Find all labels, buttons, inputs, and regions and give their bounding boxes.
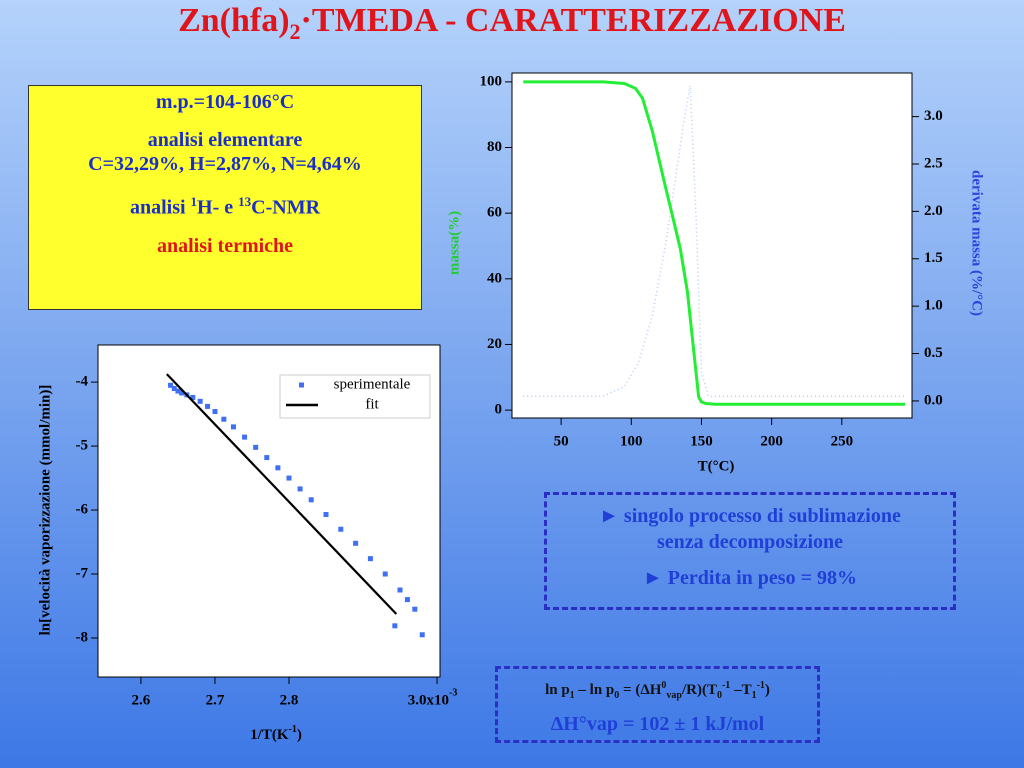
x-tick-label: 3.0x10 (408, 692, 449, 708)
elemental: analisi elementare C=32,29%, H=2,87%, N=4… (88, 129, 362, 175)
data-point (419, 632, 425, 638)
data-point (253, 444, 259, 450)
data-point (392, 623, 398, 629)
data-point (197, 398, 203, 404)
data-point (382, 571, 388, 577)
data-point (353, 540, 359, 546)
y2-tick-label: 0.5 (924, 345, 943, 361)
data-point (221, 416, 227, 422)
data-point (205, 403, 211, 409)
x-tick-label: 100 (620, 433, 643, 449)
data-point (338, 526, 344, 532)
data-line (523, 80, 905, 406)
y-tick-label: -7 (76, 565, 89, 581)
data-point (171, 385, 177, 391)
x-axis-label: 1/T(K-1) (250, 724, 302, 743)
x-tick-label: 200 (760, 433, 783, 449)
y2-tick-label: 2.0 (924, 203, 943, 219)
note-line: senza decomposizione (656, 531, 844, 553)
data-point (242, 434, 248, 440)
y-tick-label: -4 (76, 374, 89, 390)
note-line: ► singolo processo di sublimazione (599, 505, 901, 527)
data-point (175, 388, 181, 394)
info-box: m.p.=104-106°C analisi elementare C=32,29… (28, 85, 422, 310)
y-tick-label: 60 (487, 205, 502, 221)
x-tick-label: 2.8 (280, 692, 299, 708)
y-tick-label: 100 (480, 73, 503, 89)
y2-tick-label: 0.0 (924, 392, 943, 408)
y-tick-label: 40 (487, 270, 502, 286)
x-tick-label: 250 (831, 433, 854, 449)
y-tick-label: 20 (487, 336, 502, 352)
y-tick-label: -5 (76, 438, 89, 454)
y2-tick-label: 2.5 (924, 155, 943, 171)
data-point (168, 382, 174, 388)
y2-tick-label: 1.5 (924, 250, 943, 266)
data-point (264, 455, 270, 461)
data-point (230, 424, 236, 430)
x-tick-label: 50 (554, 433, 569, 449)
data-point (212, 409, 218, 415)
slide-title: Zn(hfa)2·TMEDA - CARATTERIZZAZIONE (178, 2, 846, 44)
data-line (523, 85, 905, 397)
data-line (166, 373, 398, 615)
y-tick-label: -6 (76, 501, 89, 517)
legend-box (279, 374, 431, 419)
x-axis-label: T(°C) (698, 458, 735, 474)
y2-tick-label: 1.0 (924, 298, 943, 314)
data-point (286, 475, 292, 481)
legend-label: fit (365, 396, 379, 412)
y-tick-label: 80 (487, 139, 502, 155)
data-point (323, 512, 329, 518)
y-tick-label: 0 (495, 402, 503, 418)
x-tick-exponent: -3 (449, 687, 457, 698)
legend-label: sperimentale (334, 376, 411, 392)
y2-tick-label: 3.0 (924, 108, 943, 124)
x-tick-label: 2.6 (132, 692, 151, 708)
y-tick-label: -8 (76, 629, 89, 645)
y2-axis-label: derivata massa (%/°C) (969, 170, 985, 316)
x-tick-label: 150 (690, 433, 713, 449)
x-tick-label: 2.7 (206, 692, 225, 708)
enthalpy-result: ΔH°vap = 102 ± 1 kJ/mol (550, 713, 765, 735)
data-point (308, 497, 314, 503)
data-point (190, 394, 196, 400)
legend-swatch (299, 382, 304, 388)
thermal: analisi termiche (156, 234, 294, 257)
equation-box: ln p1 – ln p0 = (ΔH0vap/R)(T0-1 –T1-1) Δ… (495, 666, 820, 743)
data-point (367, 556, 373, 562)
y-axis-label: massa(%) (446, 211, 462, 275)
notes-box: ► singolo processo di sublimazione senza… (544, 492, 956, 610)
data-point (297, 486, 303, 492)
data-point (275, 465, 281, 471)
plot-area (511, 72, 913, 419)
note-line: ► Perdita in peso = 98% (643, 567, 857, 589)
y-axis-label: ln[velocità vaporizzazione (mmol/min)] (37, 385, 53, 636)
nmr: analisi 1H- e 13C-NMR (129, 194, 321, 219)
data-point (412, 606, 418, 612)
data-point (404, 597, 410, 603)
data-point (179, 390, 185, 396)
equation: ln p1 – ln p0 = (ΔH0vap/R)(T0-1 –T1-1) (545, 680, 770, 701)
melting-point: m.p.=104-106°C (155, 91, 295, 113)
data-point (397, 587, 403, 593)
